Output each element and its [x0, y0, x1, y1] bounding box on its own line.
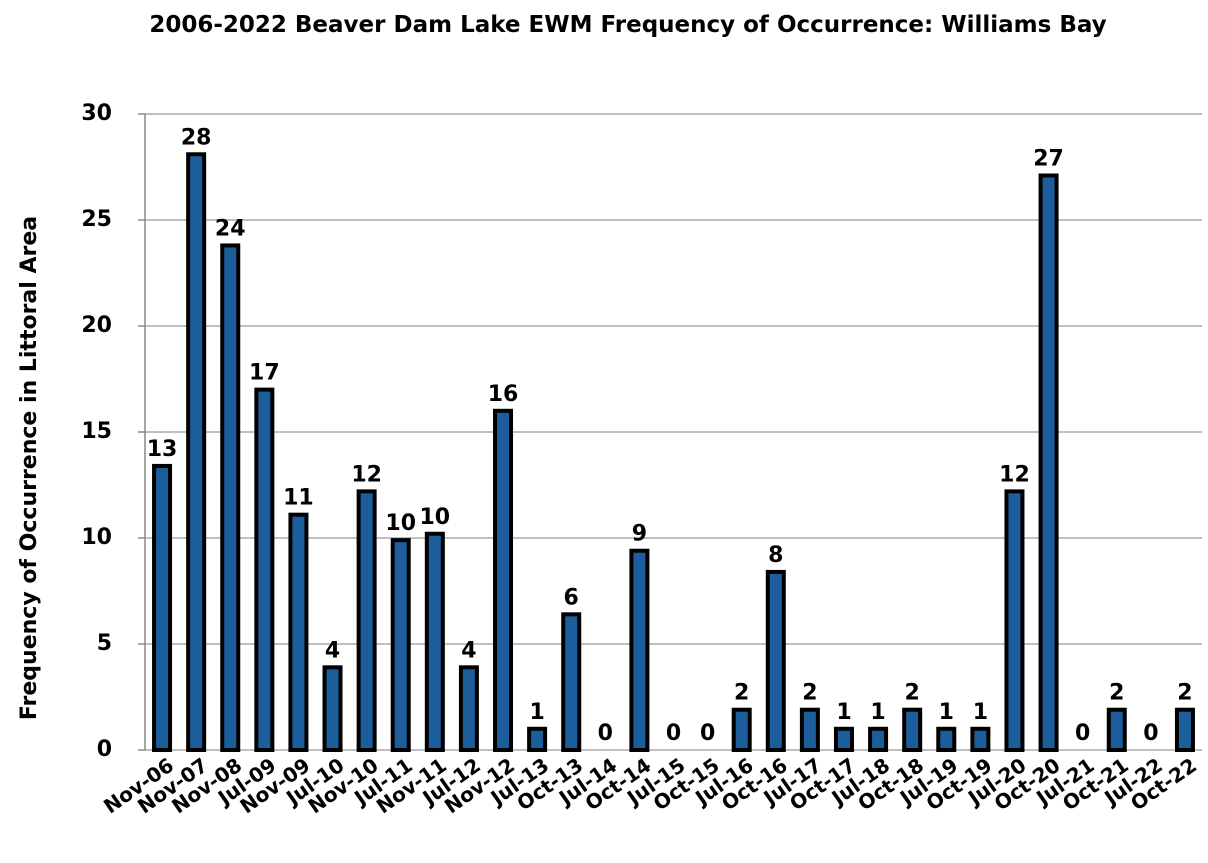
data-label: 0 — [598, 721, 613, 746]
y-tick-label: 5 — [97, 631, 112, 656]
bar — [902, 707, 923, 752]
data-label: 12 — [999, 462, 1030, 487]
bar — [288, 512, 309, 752]
data-label: 0 — [1075, 721, 1090, 746]
bar — [970, 726, 991, 752]
data-label: 12 — [351, 462, 382, 487]
data-label: 2 — [905, 681, 920, 706]
data-label: 4 — [325, 638, 340, 663]
bar — [220, 243, 241, 752]
data-label: 11 — [283, 486, 314, 511]
bar — [799, 707, 820, 752]
y-tick-label: 25 — [81, 207, 112, 232]
data-label: 1 — [870, 700, 885, 725]
data-label: 0 — [1143, 721, 1158, 746]
bar — [527, 726, 548, 752]
data-label: 9 — [632, 522, 647, 547]
data-label: 2 — [802, 681, 817, 706]
bar — [629, 548, 650, 752]
data-label: 0 — [666, 721, 681, 746]
bar — [493, 408, 514, 752]
data-label: 2 — [1177, 681, 1192, 706]
data-label: 16 — [488, 382, 519, 407]
data-label: 13 — [147, 437, 178, 462]
data-label: 4 — [461, 638, 476, 663]
y-tick-label: 30 — [81, 101, 112, 126]
data-label: 1 — [973, 700, 988, 725]
data-label: 1 — [529, 700, 544, 725]
bar — [561, 612, 582, 752]
data-label: 1 — [836, 700, 851, 725]
data-label: 17 — [249, 361, 280, 386]
data-label: 24 — [215, 216, 246, 241]
y-tick-label: 20 — [81, 313, 112, 338]
bar — [868, 726, 889, 752]
bar — [1174, 707, 1195, 752]
y-tick-label: 0 — [97, 737, 112, 762]
chart-title: 2006-2022 Beaver Dam Lake EWM Frequency … — [149, 12, 1107, 38]
y-tick-label: 10 — [81, 525, 112, 550]
data-label: 0 — [700, 721, 715, 746]
bar — [1038, 173, 1059, 753]
data-label: 1 — [939, 700, 954, 725]
data-label: 10 — [420, 505, 451, 530]
bar — [833, 726, 854, 752]
data-label: 2 — [734, 681, 749, 706]
bar — [152, 463, 173, 752]
y-tick-label: 15 — [81, 419, 112, 444]
data-label: 8 — [768, 543, 783, 568]
bar — [936, 726, 957, 752]
bar — [424, 531, 445, 753]
bar — [1004, 489, 1025, 752]
bar — [322, 665, 343, 753]
bar — [390, 538, 411, 752]
bar — [186, 152, 207, 752]
data-label: 2 — [1109, 681, 1124, 706]
bar — [254, 387, 275, 752]
bar — [356, 489, 377, 752]
y-axis-label: Frequency of Occurrence in Littoral Area — [17, 216, 42, 720]
data-label: 27 — [1033, 146, 1064, 171]
bar — [765, 569, 786, 752]
data-label: 10 — [385, 511, 416, 536]
bar — [458, 665, 479, 753]
bar — [731, 707, 752, 752]
bar — [1106, 707, 1127, 752]
data-label: 28 — [181, 125, 212, 150]
data-label: 6 — [564, 585, 579, 610]
